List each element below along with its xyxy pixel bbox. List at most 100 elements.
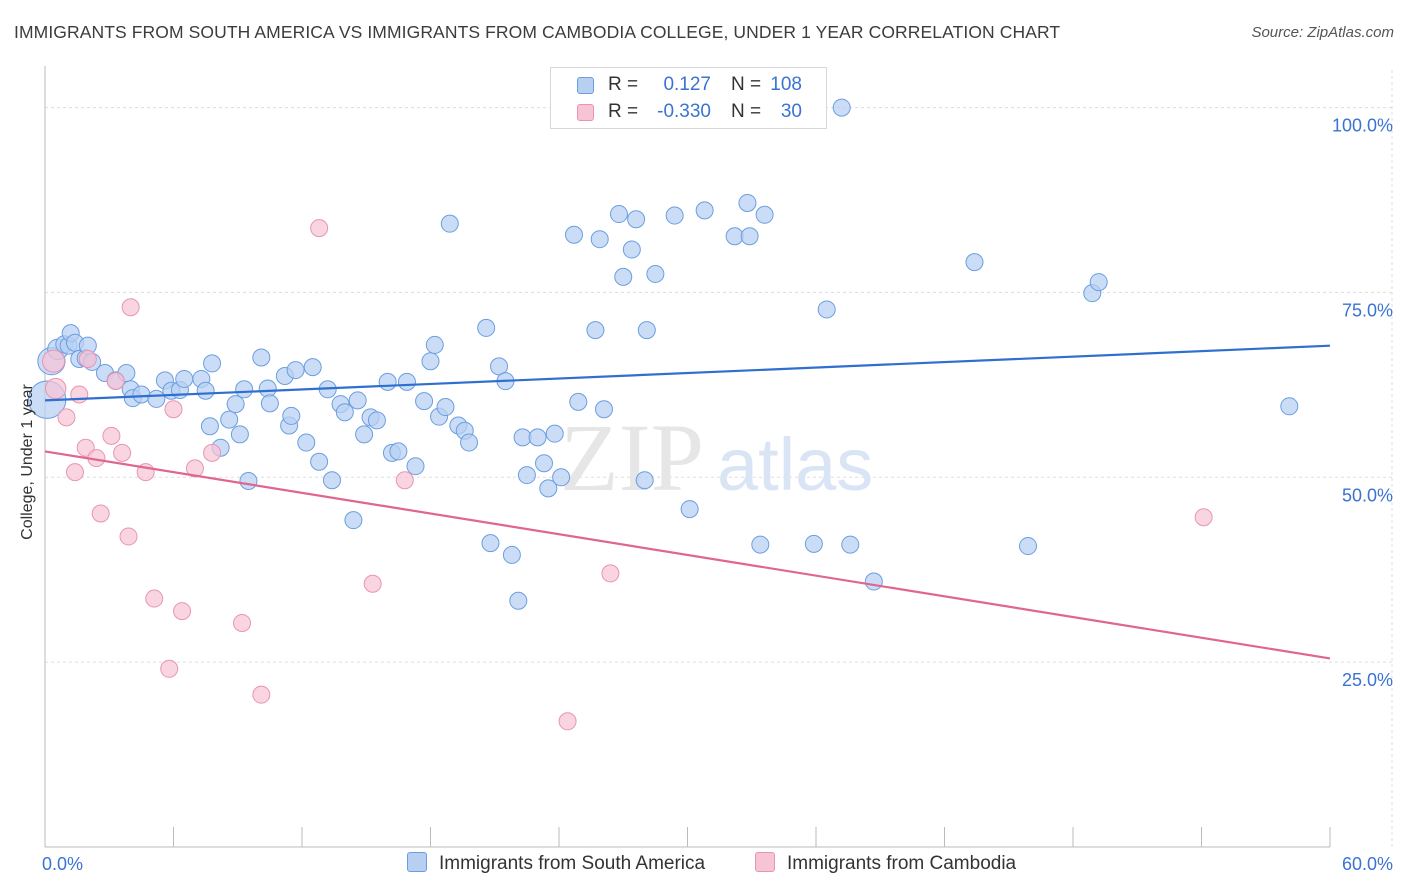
- data-point-south-america: [389, 442, 408, 461]
- y-tick-label: 75.0%: [1342, 300, 1393, 320]
- data-point-south-america: [260, 394, 279, 413]
- legend-r-value: -0.330: [657, 101, 711, 122]
- data-point-south-america: [590, 230, 609, 249]
- data-point-south-america: [740, 227, 759, 246]
- data-point-south-america: [614, 267, 633, 286]
- data-point-south-america: [564, 225, 583, 244]
- data-point-south-america: [680, 500, 699, 519]
- data-point-south-america: [695, 201, 714, 220]
- data-point-cambodia: [91, 504, 110, 523]
- data-point-south-america: [367, 411, 386, 430]
- legend-row-cambodia: R = -0.330 N = 30: [551, 101, 826, 127]
- data-point-south-america: [421, 352, 440, 371]
- data-point-cambodia: [252, 685, 271, 704]
- data-point-south-america: [132, 385, 151, 404]
- legend-n-value: 30: [780, 101, 802, 122]
- data-point-south-america: [252, 348, 271, 367]
- data-point-south-america: [622, 240, 641, 259]
- data-point-cambodia: [78, 349, 97, 368]
- legend-n-label: N =: [731, 74, 762, 95]
- data-point-cambodia: [160, 659, 179, 678]
- data-point-south-america: [1089, 273, 1108, 292]
- legend-swatch-blue: [577, 77, 594, 94]
- data-point-cambodia: [1194, 508, 1213, 527]
- data-point-cambodia: [185, 459, 204, 478]
- data-point-south-america: [436, 398, 455, 417]
- data-point-south-america: [517, 466, 536, 485]
- x-tick-label: 60.0%: [1342, 854, 1393, 874]
- legend-r-label: R =: [608, 101, 639, 122]
- series-legend-item-south-america: Immigrants from South America: [407, 852, 705, 875]
- y-tick-label: 100.0%: [1332, 116, 1393, 136]
- data-point-south-america: [282, 406, 301, 425]
- data-point-south-america: [335, 403, 354, 422]
- data-point-cambodia: [113, 443, 132, 462]
- data-point-cambodia: [164, 400, 183, 419]
- gridlines: [45, 70, 1393, 847]
- data-point-south-america: [738, 193, 757, 212]
- trend-line-south-america: [44, 344, 1331, 402]
- data-point-south-america: [832, 98, 851, 117]
- legend-r-value: 0.127: [663, 74, 711, 95]
- data-point-south-america: [303, 358, 322, 377]
- data-point-cambodia: [173, 602, 192, 621]
- data-point-south-america: [569, 392, 588, 411]
- data-point-south-america: [297, 433, 316, 452]
- data-point-south-america: [286, 361, 305, 380]
- data-point-south-america: [355, 425, 374, 444]
- data-point-cambodia: [145, 589, 164, 608]
- series-name: Immigrants from Cambodia: [787, 853, 1017, 874]
- data-point-cambodia: [203, 443, 222, 462]
- series-swatch-blue: [407, 852, 427, 872]
- legend-row-south-america: R = 0.127 N = 108: [551, 74, 826, 100]
- data-point-south-america: [502, 545, 521, 564]
- watermark-atlas: atlas: [717, 423, 873, 506]
- y-tick-label: 50.0%: [1342, 485, 1393, 505]
- data-point-south-america: [220, 410, 239, 429]
- data-point-cambodia: [57, 408, 76, 427]
- data-point-south-america: [817, 300, 836, 319]
- data-point-cambodia: [601, 564, 620, 583]
- data-point-south-america: [535, 454, 554, 473]
- data-point-cambodia: [395, 471, 414, 490]
- data-point-cambodia: [310, 219, 329, 238]
- watermark-zip: ZIP: [560, 404, 704, 511]
- data-point-cambodia: [558, 712, 577, 731]
- data-point-south-america: [509, 591, 528, 610]
- data-point-south-america: [344, 511, 363, 530]
- data-point-south-america: [609, 205, 628, 224]
- data-point-south-america: [175, 369, 194, 388]
- data-point-south-america: [477, 318, 496, 337]
- data-point-south-america: [196, 381, 215, 400]
- data-point-south-america: [545, 424, 564, 443]
- data-point-south-america: [200, 417, 219, 436]
- data-point-south-america: [635, 471, 654, 490]
- trend-line-cambodia: [44, 450, 1331, 660]
- data-point-south-america: [406, 457, 425, 476]
- legend-r-label: R =: [608, 74, 639, 95]
- data-point-south-america: [804, 534, 823, 553]
- data-point-south-america: [460, 433, 479, 452]
- y-axis-label: College, Under 1 year: [19, 384, 36, 540]
- data-point-south-america: [751, 535, 770, 554]
- data-point-south-america: [965, 253, 984, 272]
- data-point-south-america: [147, 389, 166, 408]
- series-south-america-points: [27, 98, 1299, 610]
- trend-lines: [44, 344, 1331, 660]
- data-point-south-america: [594, 400, 613, 419]
- correlation-legend: R = 0.127 N = 108 R = -0.330 N = 30: [550, 67, 827, 129]
- legend-swatch-pink: [577, 104, 594, 121]
- x-tick-label: 0.0%: [42, 854, 83, 874]
- data-point-south-america: [1280, 397, 1299, 416]
- data-point-south-america: [646, 264, 665, 283]
- data-point-cambodia: [102, 426, 121, 445]
- data-point-south-america: [665, 206, 684, 225]
- data-point-south-america: [539, 479, 558, 498]
- data-point-cambodia: [233, 613, 252, 632]
- data-point-south-america: [552, 468, 571, 487]
- data-point-cambodia: [65, 463, 84, 482]
- data-point-cambodia: [45, 377, 67, 400]
- data-point-south-america: [348, 391, 367, 410]
- data-point-south-america: [415, 392, 434, 411]
